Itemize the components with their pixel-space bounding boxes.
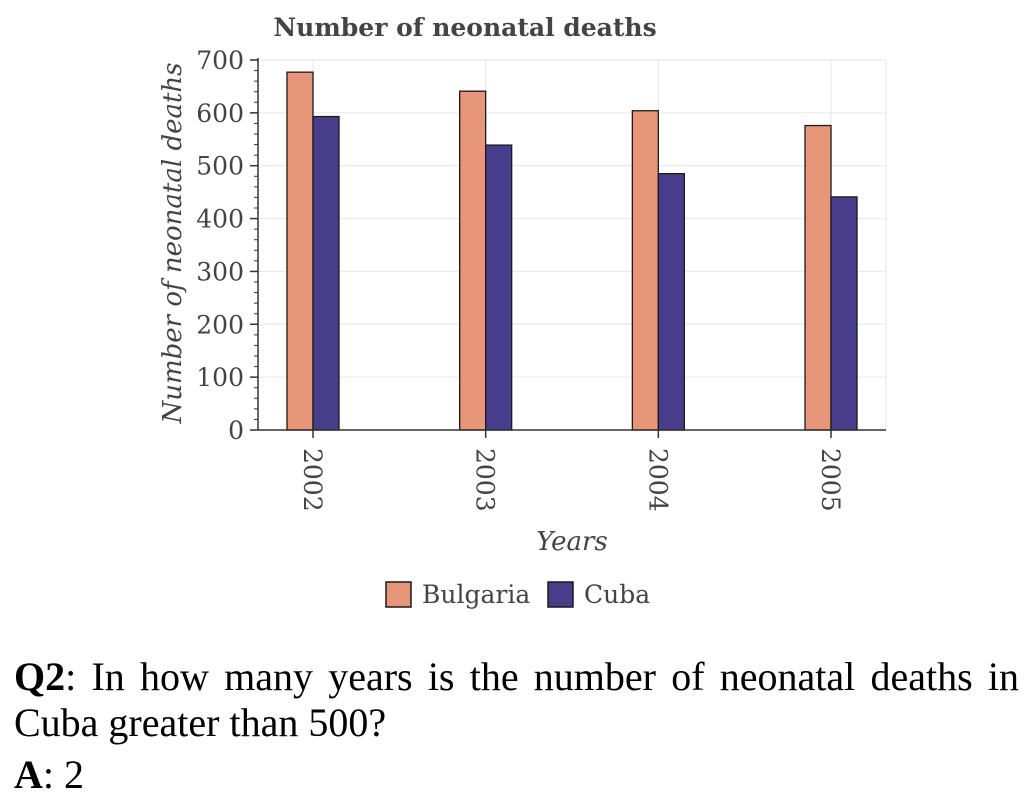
y-tick-label: 600 bbox=[196, 99, 244, 128]
bar-bulgaria bbox=[286, 71, 314, 431]
y-axis-label: Number of neonatal deaths bbox=[158, 62, 188, 424]
answer-text: : 2 bbox=[42, 752, 85, 797]
legend: Bulgaria Cuba bbox=[385, 580, 650, 609]
bar-bulgaria bbox=[804, 124, 832, 431]
x-tick-label: 2005 bbox=[816, 448, 845, 512]
x-axis-label: Years bbox=[536, 527, 608, 557]
legend-swatch-bulgaria bbox=[385, 581, 412, 608]
question: Q2: In how many years is the number of n… bbox=[14, 654, 1019, 746]
y-tick-label: 200 bbox=[196, 310, 244, 339]
x-tick-label: 2003 bbox=[471, 448, 500, 512]
y-tick-label: 700 bbox=[196, 46, 244, 75]
answer: A: 2 bbox=[14, 752, 84, 798]
question-label: Q2 bbox=[14, 654, 66, 699]
legend-label-bulgaria: Bulgaria bbox=[422, 580, 530, 609]
chart-title: Number of neonatal deaths bbox=[273, 13, 656, 42]
bar-cuba bbox=[657, 172, 685, 431]
legend-label-cuba: Cuba bbox=[584, 580, 650, 609]
bar-bulgaria bbox=[459, 90, 487, 431]
bar-cuba bbox=[485, 144, 513, 431]
bar-bulgaria bbox=[631, 110, 659, 431]
y-tick-label: 300 bbox=[196, 257, 244, 286]
bar-cuba bbox=[830, 196, 858, 431]
question-text: : In how many years is the number of neo… bbox=[14, 654, 1019, 745]
grid-lines bbox=[258, 59, 887, 430]
bar-cuba bbox=[312, 115, 340, 431]
x-tick-label: 2002 bbox=[298, 448, 327, 512]
bars bbox=[286, 71, 858, 431]
y-tick-label: 400 bbox=[196, 205, 244, 234]
axes: 0 100 200 300 400 500 600 700 2002 2003 2004 2005 bbox=[196, 46, 886, 512]
legend-swatch-cuba bbox=[547, 581, 574, 608]
x-tick-label: 2004 bbox=[643, 448, 672, 512]
y-tick-label: 500 bbox=[196, 152, 244, 181]
y-tick-label: 100 bbox=[196, 363, 244, 392]
y-tick-label: 0 bbox=[228, 416, 244, 445]
answer-label: A bbox=[14, 752, 43, 797]
bar-chart: 0 100 200 300 400 500 600 700 2002 2003 2004 2005 N… bbox=[158, 13, 887, 609]
